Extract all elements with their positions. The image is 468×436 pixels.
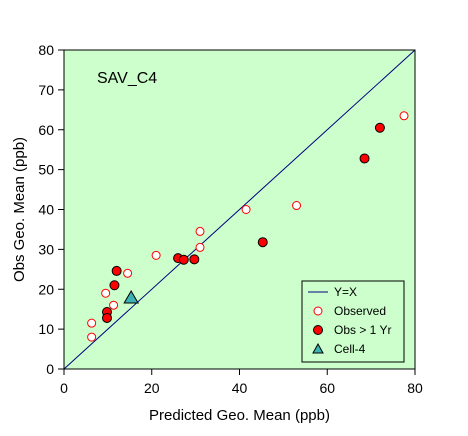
point-observed-7	[195, 242, 205, 252]
y-tick-label-70: 70	[38, 82, 54, 98]
point-observed-4	[123, 268, 133, 278]
y-tick-label-20: 20	[38, 281, 54, 297]
y-axis-label: Obs Geo. Mean (ppb)	[11, 137, 28, 282]
point-observed-0	[87, 318, 97, 328]
axis-ticks-layer: 0 20 40 60 80 0 10 20 30 40 50 60 70 80	[38, 42, 423, 396]
reference-line-y-equals-x	[63, 49, 416, 370]
x-tick-label-40: 40	[232, 380, 248, 396]
point-obs-1-yr-2	[109, 280, 120, 291]
point-observed-10	[399, 111, 409, 121]
x-tick-label-0: 0	[60, 380, 68, 396]
point-obs-1-yr-8	[359, 153, 370, 164]
data-points-layer	[87, 111, 409, 342]
point-observed-6	[195, 226, 205, 236]
point-observed-9	[292, 201, 302, 211]
point-observed-5	[151, 250, 161, 260]
point-obs-1-yr-9	[374, 122, 385, 133]
y-tick-label-60: 60	[38, 122, 54, 138]
reference-line-layer	[63, 49, 416, 370]
y-tick-label-0: 0	[46, 361, 54, 377]
y-tick-label-80: 80	[38, 42, 54, 58]
point-observed-2	[101, 288, 111, 298]
y-tick-label-30: 30	[38, 241, 54, 257]
point-observed-3	[109, 300, 119, 310]
point-observed-8	[241, 205, 251, 214]
y-tick-label-50: 50	[38, 162, 54, 178]
panel-label: SAV_C4	[97, 70, 157, 87]
point-obs-1-yr-1	[101, 312, 112, 323]
x-axis-label: Predicted Geo. Mean (ppb)	[149, 407, 330, 424]
x-tick-label-20: 20	[144, 380, 160, 396]
legend-label-observed: Observed	[334, 304, 386, 318]
point-obs-1-yr-3	[111, 265, 122, 276]
legend-label-cell-4: Cell-4	[334, 342, 366, 356]
legend-label-obs-over-1-yr: Obs > 1 Yr	[334, 323, 391, 337]
legend-swatch-obs-over-1-yr	[313, 325, 323, 335]
legend: Y=X Observed Obs > 1 Yr Cell-4	[301, 280, 405, 363]
y-tick-label-10: 10	[38, 321, 54, 337]
point-obs-1-yr-5	[178, 254, 189, 265]
y-tick-label-40: 40	[38, 202, 54, 218]
legend-label-y-equals-x: Y=X	[334, 285, 357, 299]
point-obs-1-yr-6	[189, 254, 200, 265]
point-obs-1-yr-7	[257, 237, 268, 248]
x-tick-label-60: 60	[319, 380, 335, 396]
legend-swatch-observed	[313, 306, 323, 316]
point-observed-1	[87, 332, 97, 342]
legend-swatch-cell-4	[312, 342, 324, 354]
x-tick-label-80: 80	[407, 380, 423, 396]
point-cell-4-0	[123, 290, 139, 304]
